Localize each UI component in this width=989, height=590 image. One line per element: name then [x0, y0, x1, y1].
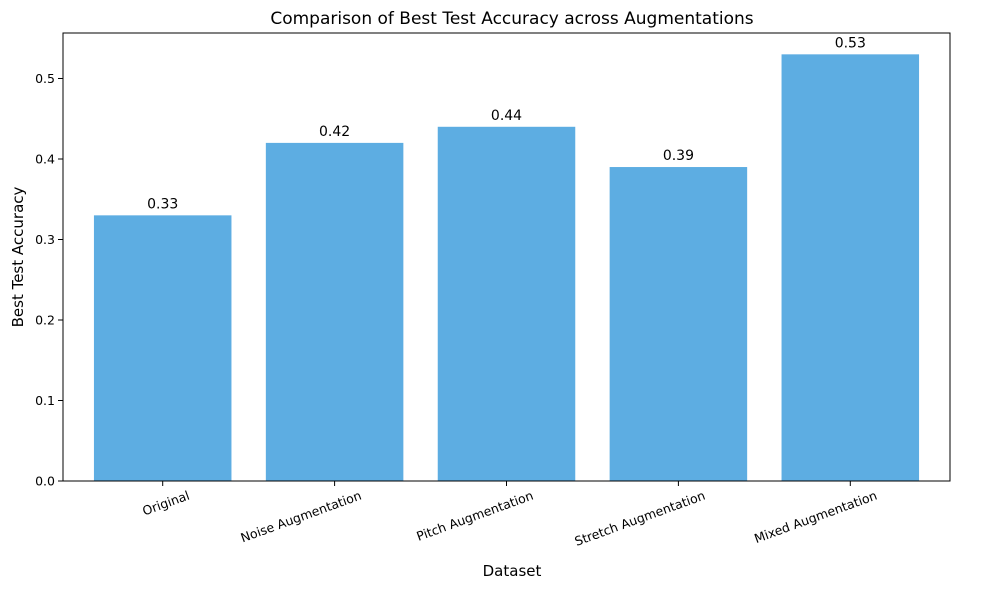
plot-frame: [62, 32, 951, 482]
bar: [93, 215, 232, 481]
data-label: 0.42: [319, 124, 350, 140]
data-label: 0.44: [491, 108, 522, 124]
x-tick-label: Stretch Augmentation: [573, 488, 708, 549]
data-label: 0.53: [835, 35, 866, 51]
bar: [437, 126, 576, 481]
bar: [609, 167, 748, 482]
y-tick-label: 0.4: [35, 151, 55, 166]
data-label: 0.39: [663, 148, 694, 164]
y-axis-label: Best Test Accuracy: [9, 186, 27, 327]
x-tick-label: Original: [140, 488, 191, 519]
y-tick-label: 0.1: [35, 393, 55, 408]
plot-area: 0.33 Original 0.42 Noise Augmentation 0.44 Pi…: [35, 32, 951, 549]
bar: [265, 142, 404, 482]
y-tick-label: 0.0: [35, 474, 55, 489]
x-tick-label: Pitch Augmentation: [414, 488, 535, 544]
y-tick-label: 0.5: [35, 71, 55, 86]
x-tick-label: Mixed Augmentation: [752, 488, 879, 546]
bar: [781, 54, 920, 481]
y-tick-label: 0.2: [35, 312, 55, 327]
y-tick-label: 0.3: [35, 232, 55, 247]
data-label: 0.33: [147, 196, 178, 212]
chart-title: Comparison of Best Test Accuracy across …: [270, 9, 753, 29]
x-axis-label: Dataset: [483, 562, 542, 580]
x-tick-label: Noise Augmentation: [239, 488, 364, 546]
